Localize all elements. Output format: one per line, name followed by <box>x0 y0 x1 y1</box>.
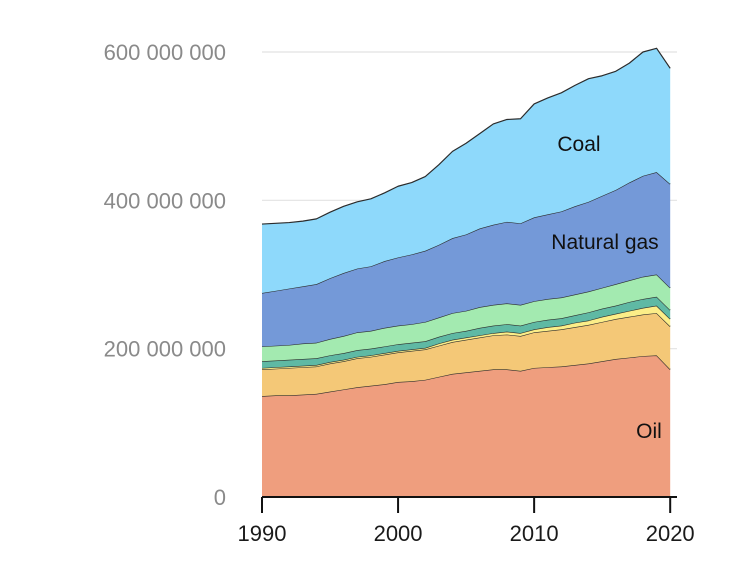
y-axis-tick-labels: 0 200 000 000 400 000 000 600 000 000 <box>104 40 226 510</box>
y-tick-label: 0 <box>214 485 226 510</box>
x-tick-label: 2020 <box>646 521 695 546</box>
series-area-natural-gas <box>262 172 671 347</box>
series-area-oil <box>262 355 671 497</box>
series-edge-band-3 <box>261 296 671 362</box>
series-label-natural-gas: Natural gas <box>551 231 658 254</box>
x-tick-label: 2000 <box>374 521 423 546</box>
x-axis: 1990 2000 2010 2020 <box>238 496 695 546</box>
y-tick-label: 400 000 000 <box>104 188 226 213</box>
series-edge-band-2 <box>261 305 671 369</box>
y-tick-label: 200 000 000 <box>104 337 226 362</box>
series-edge-coal <box>261 47 671 225</box>
series-area-band-3 <box>262 296 671 368</box>
series-edge-band-1 <box>261 312 671 371</box>
series-label-oil: Oil <box>636 420 662 443</box>
series-edge-band-4 <box>261 273 671 348</box>
series-area-band-1 <box>262 313 671 397</box>
x-tick-label: 1990 <box>238 521 287 546</box>
y-tick-label: 600 000 000 <box>104 40 226 65</box>
x-tick-label: 2010 <box>510 521 559 546</box>
series-label-coal: Coal <box>557 133 600 156</box>
series-labels: Coal Natural gas Oil <box>551 133 662 443</box>
series-area-coal <box>262 48 671 294</box>
area-series <box>261 47 671 497</box>
